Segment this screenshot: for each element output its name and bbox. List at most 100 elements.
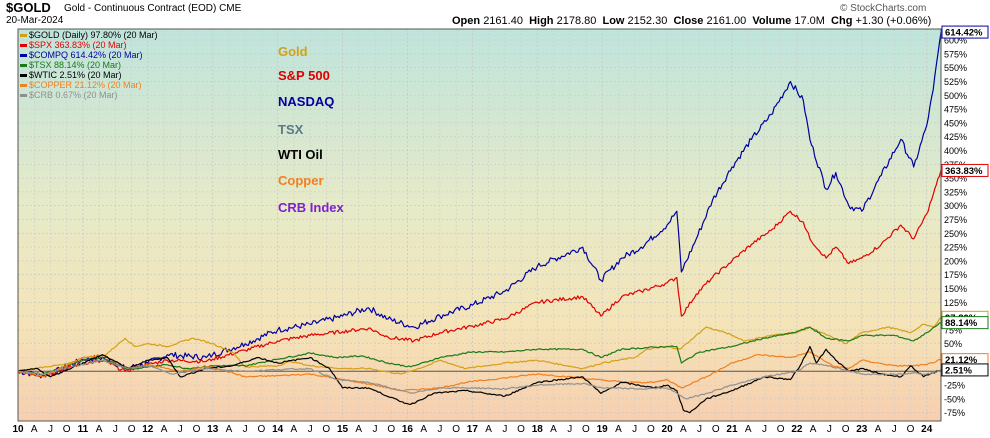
- x-tick-label: J: [827, 424, 832, 435]
- y-tick-label: 200%: [944, 256, 967, 266]
- x-tick-label: J: [892, 424, 897, 435]
- annotation-wti-oil: WTI Oil: [278, 147, 323, 162]
- x-tick-label: A: [550, 424, 557, 435]
- series-line-copper: [18, 351, 941, 392]
- open-value: 2161.40: [483, 15, 523, 27]
- x-tick-label: A: [226, 424, 233, 435]
- legend-item-compq: $COMPQ 614.42% (20 Mar): [20, 50, 143, 60]
- y-tick-label: 525%: [944, 77, 967, 87]
- x-tick-label: A: [420, 424, 427, 435]
- x-tick-label: 11: [78, 424, 89, 435]
- x-tick-label: J: [243, 424, 248, 435]
- y-tick-label: 475%: [944, 105, 967, 115]
- end-label-text: 21.12%: [945, 355, 978, 366]
- annotation-gold: Gold: [278, 44, 308, 59]
- x-tick-label: 21: [726, 424, 738, 435]
- x-tick-label: O: [647, 424, 655, 435]
- legend-swatch: [20, 54, 27, 58]
- chart-date: 20-Mar-2024: [6, 15, 64, 26]
- open-label: Open: [452, 15, 481, 27]
- legend-text: $SPX 363.83% (20 Mar): [29, 40, 127, 50]
- legend-swatch: [20, 94, 27, 98]
- annotation-nasdaq: NASDAQ: [278, 94, 335, 109]
- y-tick-label: 350%: [944, 174, 967, 184]
- legend-item-copper: $COPPER 21.12% (20 Mar): [20, 80, 142, 90]
- series-group: [18, 32, 941, 414]
- x-tick-label: A: [485, 424, 492, 435]
- end-label-compq: 614.42%: [941, 25, 989, 39]
- y-tick-label: 400%: [944, 146, 967, 156]
- x-tick-label: A: [745, 424, 752, 435]
- y-tick-label: 600%: [944, 36, 967, 46]
- x-tick-label: A: [875, 424, 882, 435]
- x-tick-label: 19: [597, 424, 609, 435]
- x-tick-label: O: [387, 424, 395, 435]
- x-tick-label: O: [582, 424, 590, 435]
- close-value: 2161.00: [706, 15, 747, 27]
- x-tick-label: O: [63, 424, 71, 435]
- chg-label: Chg: [831, 15, 853, 27]
- y-tick-label: 325%: [944, 187, 967, 197]
- copyright-text: © StockCharts.com: [840, 3, 927, 14]
- x-tick-label: J: [437, 424, 442, 435]
- legend-swatch: [20, 64, 27, 68]
- contract-name: Gold - Continuous Contract (EOD) CME: [64, 3, 241, 14]
- series-line-compq: [18, 32, 941, 379]
- annotation-tsx: TSX: [278, 122, 304, 137]
- end-label-text: 2.51%: [945, 365, 972, 376]
- chg-value: +1.30 (+0.06%): [855, 15, 932, 27]
- legend-swatch: [20, 74, 27, 78]
- volume-label: Volume: [752, 15, 792, 27]
- legend-swatch: [20, 44, 27, 48]
- x-tick-label: J: [567, 424, 572, 435]
- x-tick-label: J: [372, 424, 377, 435]
- y-tick-label: 50%: [944, 339, 962, 349]
- x-tick-label: O: [258, 424, 266, 435]
- x-tick-label: 14: [272, 424, 284, 435]
- x-tick-label: J: [762, 424, 767, 435]
- annotation-copper: Copper: [278, 173, 324, 188]
- x-tick-label: J: [113, 424, 118, 435]
- y-tick-label: 575%: [944, 49, 967, 59]
- high-value: 2178.80: [556, 15, 597, 27]
- x-tick-label: A: [810, 424, 817, 435]
- end-labels: 614.42%363.83%97.80%88.14%21.12%2.51%: [941, 25, 989, 377]
- x-tick-label: O: [128, 424, 136, 435]
- x-tick-label: O: [842, 424, 850, 435]
- x-tick-label: A: [355, 424, 362, 435]
- x-tick-label: 20: [662, 424, 674, 435]
- y-tick-label: 150%: [944, 284, 967, 294]
- series-line-spx: [18, 170, 941, 377]
- ticker-symbol: $GOLD: [6, 0, 51, 15]
- y-tick-label: 175%: [944, 270, 967, 280]
- x-tick-label: 18: [532, 424, 544, 435]
- series-line-tsx: [18, 322, 941, 375]
- volume-value: 17.0M: [794, 15, 825, 27]
- legend-item-gold: $GOLD (Daily) 97.80% (20 Mar): [20, 30, 158, 40]
- legend-item-tsx: $TSX 88.14% (20 Mar): [20, 60, 121, 70]
- end-label-text: 614.42%: [945, 28, 983, 39]
- y-tick-label: 275%: [944, 215, 967, 225]
- y-tick-label: 425%: [944, 132, 967, 142]
- end-label-box: [941, 163, 989, 177]
- x-axis: 10 A J O 11 A J O 12 A J O 13 A J O 14 A J O 15 A J O 16 A J O 17 A J O…: [12, 424, 932, 435]
- ohlc-readout: Open 2161.40 High 2178.80 Low 2152.30 Cl…: [452, 15, 931, 27]
- x-tick-label: 23: [856, 424, 868, 435]
- x-tick-label: A: [161, 424, 168, 435]
- x-tick-label: O: [777, 424, 785, 435]
- x-tick-label: 24: [921, 424, 933, 435]
- end-label-box: [941, 316, 989, 330]
- x-tick-label: 13: [207, 424, 219, 435]
- x-tick-label: J: [697, 424, 702, 435]
- legend-swatch: [20, 34, 27, 38]
- y-tick-label: 450%: [944, 118, 967, 128]
- x-tick-label: A: [291, 424, 298, 435]
- x-tick-label: 10: [12, 424, 24, 435]
- legend-item-wtic: $WTIC 2.51% (20 Mar): [20, 70, 122, 80]
- y-tick-label: 550%: [944, 63, 967, 73]
- legend-text: $TSX 88.14% (20 Mar): [29, 60, 122, 70]
- annotation-sp500: S&P 500: [278, 68, 330, 83]
- x-tick-label: J: [502, 424, 507, 435]
- legend-text: $COPPER 21.12% (20 Mar): [29, 80, 142, 90]
- y-tick-label: -75%: [944, 408, 965, 418]
